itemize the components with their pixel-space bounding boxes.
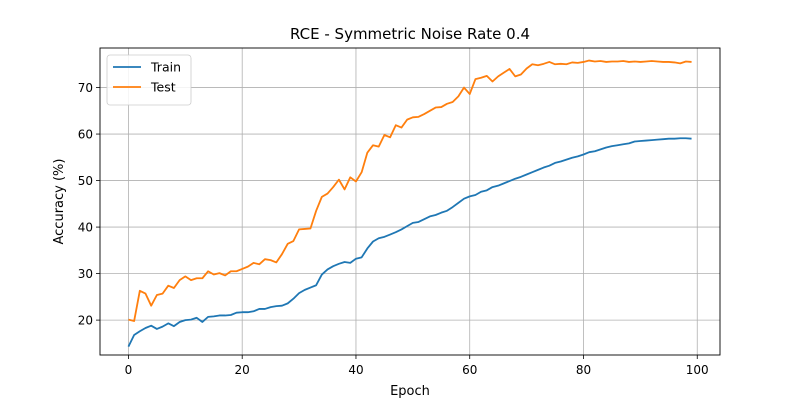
- y-tick-label: 30: [78, 267, 93, 281]
- x-tick-label: 80: [576, 363, 591, 377]
- x-tick-label: 40: [348, 363, 363, 377]
- plot-frame: [99, 47, 721, 356]
- legend-label-train: Train: [150, 60, 181, 75]
- y-tick-label: 40: [78, 221, 93, 235]
- legend: Train Test: [106, 54, 192, 106]
- series-line-train: [127, 137, 692, 348]
- axis-ticks: 0 20 40 60 80 100 20 30 40 50 60 70: [78, 81, 709, 377]
- x-tick-label: 20: [235, 363, 250, 377]
- x-tick-label: 0: [125, 363, 133, 377]
- x-axis-label: Epoch: [390, 384, 430, 399]
- y-tick-label: 70: [78, 81, 93, 95]
- x-tick-label: 100: [686, 363, 709, 377]
- y-axis-label: Accuracy (%): [52, 159, 67, 245]
- series-line-test: [128, 59, 692, 322]
- chart-title: RCE - Symmetric Noise Rate 0.4: [290, 25, 530, 43]
- y-tick-label: 60: [78, 128, 93, 142]
- y-tick-label: 50: [78, 174, 93, 188]
- y-tick-label: 20: [78, 314, 93, 328]
- legend-label-test: Test: [150, 80, 176, 95]
- x-tick-label: 60: [462, 363, 477, 377]
- grid-lines: [100, 48, 720, 355]
- series-lines: [127, 59, 692, 348]
